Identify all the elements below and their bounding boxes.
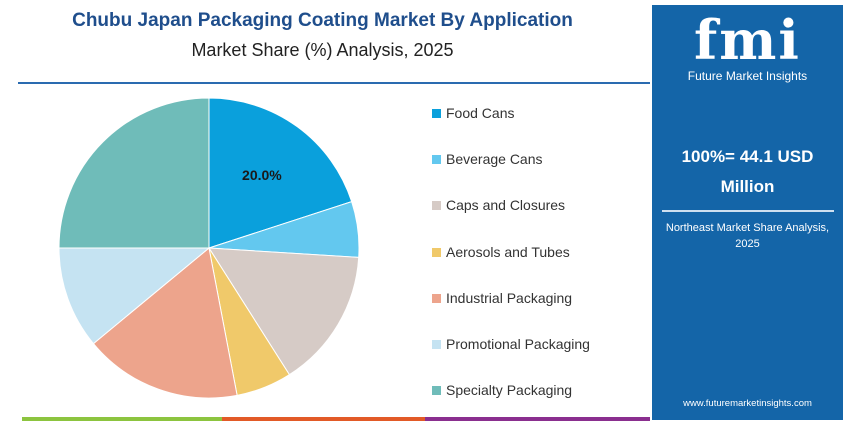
- chart-title: Chubu Japan Packaging Coating Market By …: [72, 10, 573, 31]
- chart-subtitle: Market Share (%) Analysis, 2025: [191, 40, 454, 60]
- pie-slice-caps-and-closures: [208, 247, 360, 376]
- legend-swatch: [432, 109, 441, 118]
- legend-label: Specialty Packaging: [446, 382, 573, 399]
- legend: Food Cans Beverage Cans Caps and Closures A…: [432, 104, 590, 427]
- pie-slice-industrial-packaging: [92, 247, 238, 399]
- panel-divider: [661, 210, 834, 212]
- legend-swatch: [432, 201, 441, 211]
- legend-label: Aerosols and Tubes: [446, 243, 570, 260]
- legend-item: Industrial Packaging: [432, 289, 590, 335]
- logo-subtitle: Future Market Insights: [687, 69, 808, 83]
- legend-item: Beverage Cans: [432, 150, 590, 196]
- legend-item: Specialty Packaging: [432, 381, 590, 427]
- pie-slice-promotional-packaging: [58, 247, 211, 345]
- data-label: 20.0%: [242, 167, 282, 183]
- website-link[interactable]: www.futuremarketinsights.com: [683, 398, 812, 409]
- legend-label: Industrial Packaging: [446, 289, 573, 306]
- legend-swatch: [432, 339, 441, 349]
- legend-label: Promotional Packaging: [446, 335, 590, 352]
- legend-item: Food Cans: [432, 104, 590, 150]
- legend-label: Caps and Closures: [446, 197, 566, 214]
- footer-bar-purple: [425, 417, 650, 421]
- legend-item: Promotional Packaging: [432, 335, 590, 381]
- info-panel: fmi Future Market Insights 100%= 44.1 US…: [652, 5, 843, 420]
- pie-slice-food-cans: [208, 97, 353, 249]
- market-total: 100%= 44.1 USD Million: [681, 147, 814, 196]
- title-divider: [18, 82, 650, 84]
- legend-item: Caps and Closures: [432, 196, 590, 242]
- footer-bar-green: [22, 417, 222, 421]
- legend-swatch: [432, 247, 441, 257]
- pie-chart: 20.0%: [58, 97, 360, 399]
- pie-slice-specialty-packaging: [58, 97, 210, 249]
- legend-item: Aerosols and Tubes: [432, 243, 590, 289]
- legend-swatch: [432, 155, 441, 165]
- legend-swatch: [432, 293, 441, 303]
- panel-note: Northeast Market Share Analysis, 2025: [665, 222, 830, 250]
- legend-label: Beverage Cans: [446, 151, 543, 168]
- footer-bar-orange: [222, 417, 425, 421]
- legend-swatch: [432, 386, 441, 396]
- fmi-logo: fmi: [694, 8, 801, 72]
- legend-label: Food Cans: [446, 105, 515, 121]
